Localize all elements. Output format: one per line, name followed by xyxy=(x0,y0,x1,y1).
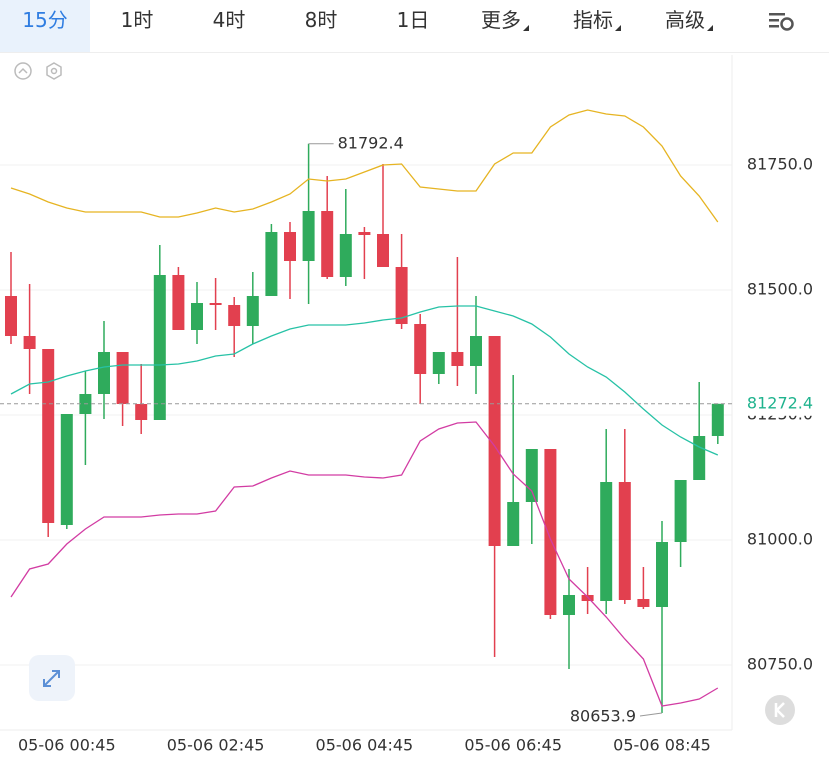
candle-body xyxy=(451,352,464,366)
back-icon xyxy=(774,702,785,718)
candle-body xyxy=(116,352,129,404)
band-line xyxy=(10,421,719,707)
candle-body xyxy=(172,275,185,330)
candle-body xyxy=(637,599,650,607)
chart-controls xyxy=(14,62,62,80)
candle-body xyxy=(470,336,482,366)
y-tick-label: 81000.0 xyxy=(747,530,813,549)
tab-label: 1日 xyxy=(396,8,430,32)
band-line xyxy=(10,109,719,223)
candle-body xyxy=(674,480,687,542)
candle-body xyxy=(98,352,110,394)
tab-label: 1时 xyxy=(120,8,154,32)
expand-icon xyxy=(43,670,60,687)
back-button[interactable] xyxy=(765,695,795,725)
candle-body xyxy=(395,267,408,324)
x-tick-label: 05-06 02:45 xyxy=(167,736,265,755)
min-label: 80653.9 xyxy=(570,707,636,726)
candle-body xyxy=(414,324,427,374)
x-tick-label: 05-06 04:45 xyxy=(316,736,414,755)
x-tick-label: 05-06 08:45 xyxy=(613,736,711,755)
button-bg xyxy=(765,695,795,725)
candle-body xyxy=(711,403,724,436)
dropdown-arrow xyxy=(615,25,621,31)
candle-body xyxy=(377,234,389,267)
y-tick-label: 80750.0 xyxy=(747,655,813,674)
candle-body xyxy=(246,296,259,326)
candle-body xyxy=(544,449,557,615)
x-tick-label: 05-06 06:45 xyxy=(464,736,562,755)
max-label: 81792.4 xyxy=(338,133,404,152)
candle-body xyxy=(432,352,445,374)
timeframe-tab[interactable]: 1日 xyxy=(368,0,458,52)
band-line xyxy=(10,305,719,456)
timeframe-tab[interactable]: 8时 xyxy=(276,0,366,52)
candle-body xyxy=(600,482,613,601)
timeframe-tab[interactable]: 1时 xyxy=(92,0,182,52)
candle-body xyxy=(60,414,73,525)
timeframe-tab[interactable]: 指标 xyxy=(552,0,642,52)
candle-body xyxy=(563,595,575,615)
tab-label: 指标 xyxy=(573,8,613,32)
candle-body xyxy=(228,305,241,326)
candle-body xyxy=(135,404,148,420)
timeframe-tab[interactable]: 高级 xyxy=(644,0,734,52)
candle-body xyxy=(42,349,55,523)
timeframe-tab[interactable]: 更多 xyxy=(460,0,550,52)
settings-icon[interactable] xyxy=(766,8,796,34)
tab-label: 8时 xyxy=(304,8,338,32)
candle-body xyxy=(693,436,706,480)
candle-body xyxy=(656,542,668,607)
tab-label: 15分 xyxy=(22,8,68,32)
candle-body xyxy=(284,232,296,261)
candle-body xyxy=(339,234,352,277)
candle-body xyxy=(321,211,334,277)
leader-line xyxy=(639,712,663,717)
candle-body xyxy=(265,232,278,296)
candle-body xyxy=(153,275,166,420)
candle-body xyxy=(618,482,631,600)
candle-body xyxy=(358,232,371,235)
price-label: 81272.4 xyxy=(747,393,813,412)
dropdown-arrow xyxy=(523,25,529,31)
tab-label: 更多 xyxy=(481,8,521,32)
tab-label: 高级 xyxy=(665,8,705,32)
candle-body xyxy=(302,211,315,261)
y-tick-label: 81500.0 xyxy=(747,280,813,299)
dropdown-arrow xyxy=(707,25,713,31)
candle-body xyxy=(191,303,203,330)
tab-label: 4时 xyxy=(212,8,246,32)
candle-body xyxy=(507,502,520,546)
toolbar: 15分 1时 4时 8时 1日 更多 指标 高级 xyxy=(0,0,829,53)
candle-body xyxy=(488,336,501,546)
x-tick-label: 05-06 00:45 xyxy=(18,736,116,755)
candle-body xyxy=(581,595,594,601)
candle-body xyxy=(525,449,538,502)
price-label-bg xyxy=(738,391,824,416)
candle-body xyxy=(23,336,36,349)
timeframe-tab[interactable]: 4时 xyxy=(184,0,274,52)
expand-button[interactable] xyxy=(29,655,75,701)
candle-body xyxy=(209,303,222,305)
y-tick-label: 81750.0 xyxy=(747,155,813,174)
candle-body xyxy=(5,296,17,336)
timeframe-tab[interactable]: 15分 xyxy=(0,0,90,52)
